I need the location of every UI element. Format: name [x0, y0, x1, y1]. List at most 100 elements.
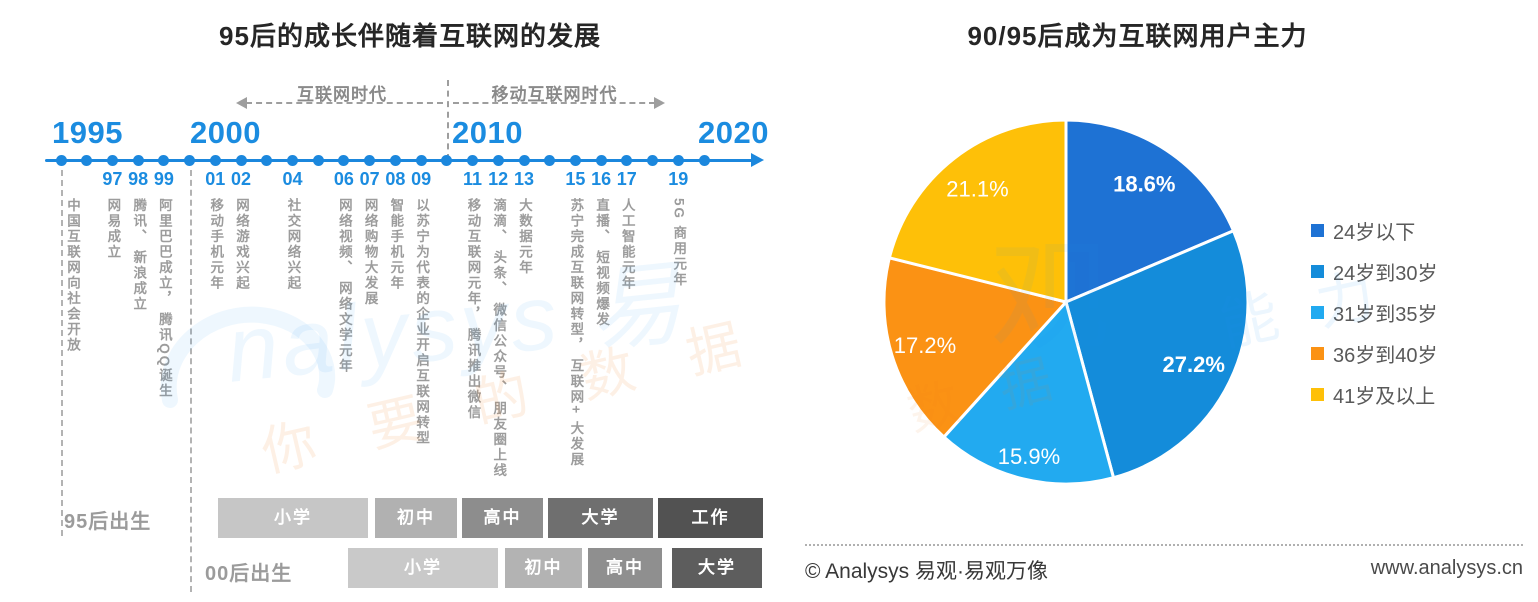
watermark-slogan-left: 你 要 的 数 据: [256, 310, 767, 484]
watermark-swoosh-icon: [160, 306, 336, 408]
timeline-event-text: 直播、 短视频爆发: [594, 198, 610, 328]
minor-year-label: 08: [385, 169, 406, 189]
timeline-event-text: 移动手机元年: [208, 198, 224, 291]
timeline-event-text: 以苏宁为代表的企业开启互联网转型: [414, 198, 430, 446]
timeline-year-dot: [389, 155, 401, 166]
timeline-year-dot: [158, 155, 170, 166]
minor-year-label: 06: [333, 169, 354, 189]
legend-swatch-icon: [1311, 264, 1324, 278]
minor-year-label: 98: [128, 169, 149, 189]
education-stage-bar: 大学: [548, 498, 653, 538]
birth-row-label: 00后出生: [205, 563, 293, 585]
legend-swatch-icon: [1311, 223, 1324, 237]
birth-row-label: 95后出生: [64, 511, 152, 533]
education-stage-bar: 工作: [658, 498, 763, 538]
major-year-label: 1995: [52, 115, 123, 150]
timeline-year-dot: [235, 155, 247, 166]
timeline-event-text: 智能手机元年: [388, 198, 404, 291]
pie-slice-24岁以下: [1064, 118, 1235, 304]
timeline-event-text: 网络视频、 网络文学元年: [336, 198, 352, 375]
timeline-event-text: 苏宁完成互联网转型， 互联网+ 大发展: [568, 198, 584, 468]
guide-dashed-line: [61, 170, 63, 536]
legend-swatch-icon: [1311, 346, 1324, 360]
minor-year-label: 15: [565, 169, 586, 189]
timeline-year-dot: [184, 155, 196, 166]
timeline-year-dot: [106, 155, 118, 166]
timeline-year-dot: [338, 155, 350, 166]
legend-label: 36岁到40岁: [1333, 344, 1438, 367]
timeline-year-dot: [621, 155, 633, 166]
footer-website-link[interactable]: www.analysys.cn: [1370, 557, 1523, 579]
era-internet-label: 互联网时代: [297, 85, 387, 104]
education-stage-bar: 高中: [462, 498, 543, 538]
education-stage-bar: 初中: [375, 498, 457, 538]
timeline-year-dot: [55, 155, 67, 166]
major-year-label: 2000: [190, 115, 261, 150]
minor-year-label: 11: [462, 169, 483, 189]
minor-year-label: 19: [668, 169, 689, 189]
era-internet-arrowhead-icon: [236, 97, 247, 109]
era-mobile-label: 移动互联网时代: [491, 85, 618, 104]
era-divider-dashed-line: [447, 80, 449, 160]
minor-year-label: 09: [411, 169, 432, 189]
timeline-year-dot: [209, 155, 221, 166]
timeline-year-dot: [595, 155, 607, 166]
timeline-year-dot: [467, 155, 478, 166]
timeline-year-dot: [287, 155, 298, 166]
timeline-event-text: 网易成立: [105, 198, 121, 260]
timeline-event-text: 阿里巴巴成立， 腾讯QQ诞生: [156, 198, 172, 400]
era-internet-dash: [246, 102, 443, 104]
timeline-event-text: 5G 商用元年: [671, 198, 687, 288]
timeline-event-text: 网络购物大发展: [362, 198, 378, 307]
timeline-year-dot: [698, 155, 710, 166]
legend-label: 41岁及以上: [1333, 385, 1436, 408]
timeline-year-dot: [569, 155, 581, 166]
pie-slice-31岁到35岁: [942, 300, 1115, 486]
footer-divider: [805, 544, 1523, 546]
guide-dashed-line: [190, 170, 192, 592]
legend-item-24岁到30岁: 24岁到30岁: [1311, 251, 1438, 291]
era-mobile-arrowhead-icon: [654, 97, 665, 109]
timeline-year-dot: [518, 155, 530, 166]
footer-copyright: © Analysys 易观·易观万像: [805, 560, 1049, 583]
timeline-year-dot: [672, 155, 684, 166]
left-chart-title: 95后的成长伴随着互联网的发展: [219, 21, 601, 51]
education-stage-bar: 初中: [505, 548, 582, 588]
timeline-year-dot: [81, 155, 93, 166]
minor-year-label: 01: [205, 169, 226, 189]
pie-value-label: 27.2%: [1163, 352, 1225, 377]
legend-item-31岁到35岁: 31岁到35岁: [1311, 292, 1438, 332]
education-stage-bar: 高中: [588, 548, 662, 588]
legend-label: 24岁以下: [1333, 221, 1416, 244]
minor-year-label: 13: [513, 169, 535, 189]
education-stage-bar: 小学: [348, 548, 498, 588]
minor-year-label: 16: [591, 169, 612, 189]
legend-swatch-icon: [1311, 387, 1324, 401]
timeline-year-dot: [441, 155, 453, 166]
minor-year-label: 99: [153, 169, 174, 189]
timeline-event-text: 腾讯、 新浪成立: [131, 198, 147, 313]
pie-svg: 18.6% 27.2% 15.9% 17.2% 21.1%: [882, 118, 1250, 486]
timeline-year-dot: [492, 155, 504, 166]
pie-slice-41岁及以上: [887, 118, 1068, 304]
timeline-year-dot: [415, 155, 427, 166]
pie-value-label: 17.2%: [894, 333, 956, 358]
minor-year-label: 97: [102, 169, 123, 189]
minor-year-label: 12: [488, 169, 509, 189]
era-mobile-dash: [453, 102, 655, 104]
minor-year-label: 17: [616, 169, 637, 189]
timeline-event-text: 社交网络兴起: [285, 198, 301, 291]
education-stage-bar: 大学: [672, 548, 762, 588]
timeline-axis-arrowhead-icon: [751, 153, 764, 167]
timeline-year-dot: [132, 155, 144, 166]
legend-swatch-icon: [1311, 305, 1324, 319]
legend-item-24岁以下: 24岁以下: [1311, 210, 1415, 250]
timeline-year-dot: [261, 155, 273, 166]
timeline-year-dot: [364, 155, 376, 166]
timeline-event-text: 中国互联网向社会开放: [65, 198, 80, 353]
timeline-event-text: 人工智能元年: [619, 198, 635, 291]
minor-year-label: 02: [230, 169, 252, 189]
major-year-label: 2020: [698, 115, 769, 150]
pie-slice-24岁到30岁: [1064, 229, 1250, 480]
